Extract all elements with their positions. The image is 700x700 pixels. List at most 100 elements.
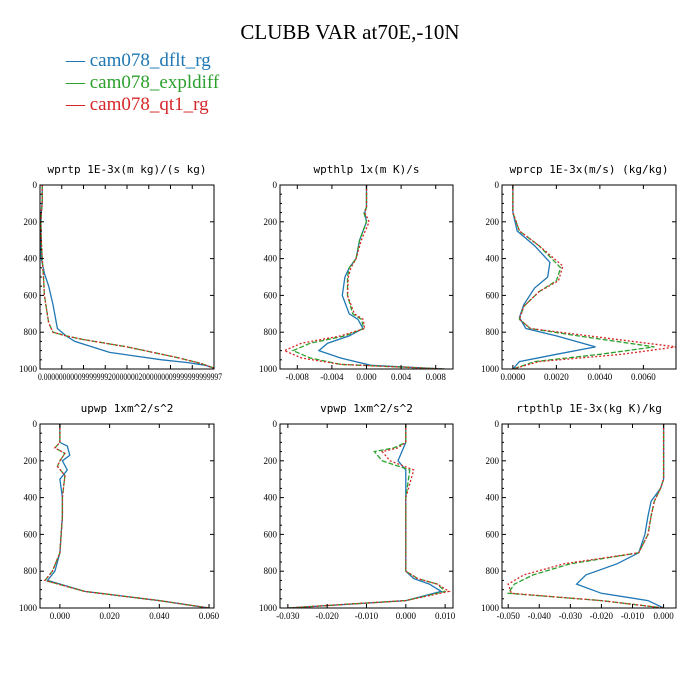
y-tick-label: 200 xyxy=(264,456,278,466)
plot-frame xyxy=(501,423,677,609)
x-tick-label: 0.040 xyxy=(149,611,170,621)
x-tick-label: -0.030 xyxy=(559,611,583,621)
y-tick-label: 400 xyxy=(264,254,278,264)
y-tick-label: 800 xyxy=(486,327,500,337)
page-title: CLUBB VAR at70E,-10N xyxy=(240,20,460,44)
y-tick-label: 400 xyxy=(264,493,278,503)
series-line-cam078_qt1_rg xyxy=(512,185,676,369)
y-tick-label: 800 xyxy=(264,566,278,576)
y-tick-label: 200 xyxy=(24,456,38,466)
legend-label-qt1: cam078_qt1_rg xyxy=(89,94,209,115)
chart-panel-5: rtpthlp 1E-3x(kg K)/kg02004006008001000-… xyxy=(481,402,677,621)
y-tick-label: 400 xyxy=(486,254,500,264)
x-tick-label: -0.020 xyxy=(590,611,614,621)
chart-title: wpthlp 1x(m K)/s xyxy=(314,163,420,176)
x-tick-label: 0.0020 xyxy=(544,372,569,382)
y-tick-label: 600 xyxy=(486,529,500,539)
y-tick-label: 200 xyxy=(264,217,278,227)
series-line-cam078_dflt_rg xyxy=(512,185,596,369)
x-tick-label: 0.0000 xyxy=(501,372,526,382)
series-line-cam078_dflt_rg xyxy=(46,424,210,608)
y-tick-label: 0 xyxy=(33,180,38,190)
y-tick-label: 0 xyxy=(273,180,278,190)
series-line-cam078_dflt_rg xyxy=(317,185,445,369)
y-tick-label: 600 xyxy=(264,290,278,300)
x-tick-label: 0.020 xyxy=(99,611,120,621)
x-tick-label: 0.010 xyxy=(435,611,456,621)
y-tick-label: 200 xyxy=(486,217,500,227)
y-tick-label: 600 xyxy=(24,290,38,300)
y-tick-label: 600 xyxy=(486,290,500,300)
chart-title: rtpthlp 1E-3x(kg K)/kg xyxy=(516,402,662,415)
x-tick-label: 0.0040 xyxy=(588,372,613,382)
y-tick-label: 1000 xyxy=(481,364,500,374)
y-tick-label: 800 xyxy=(24,327,38,337)
x-tick-label: 0.00000000009999999200000002000000009999… xyxy=(38,372,222,382)
series-line-cam078_dflt_rg xyxy=(40,185,214,369)
y-tick-label: 1000 xyxy=(259,364,278,374)
x-tick-label: 0.060 xyxy=(199,611,220,621)
series-line-cam078_expldiff xyxy=(40,185,214,369)
x-tick-label: 0.000 xyxy=(653,611,674,621)
legend-item-qt1: — cam078_qt1_rg xyxy=(66,94,209,116)
x-tick-label: -0.008 xyxy=(286,372,310,382)
series-line-cam078_qt1_rg xyxy=(287,424,451,608)
x-tick-label: -0.010 xyxy=(621,611,645,621)
x-tick-label: 0.000 xyxy=(50,611,71,621)
y-tick-label: 800 xyxy=(264,327,278,337)
series-line-cam078_qt1_rg xyxy=(43,424,210,608)
series-line-cam078_expldiff xyxy=(287,424,447,608)
series-group xyxy=(287,424,451,608)
chart-panel-4: vpwp 1xm^2/s^2 0 200 400 600 800 1000-0.030 -0.… xyxy=(259,402,456,621)
y-tick-label: 800 xyxy=(486,566,500,576)
y-tick-label: 200 xyxy=(486,456,500,466)
plot-frame xyxy=(39,423,215,609)
y-tick-label: 600 xyxy=(264,529,278,539)
x-tick-label: 0.004 xyxy=(391,372,412,382)
series-group xyxy=(40,185,214,369)
x-tick-label: -0.050 xyxy=(497,611,521,621)
x-tick-label: -0.004 xyxy=(320,372,344,382)
legend-label-dflt: cam078_dflt_rg xyxy=(89,50,211,71)
series-line-cam078_dflt_rg xyxy=(287,424,443,608)
series-group xyxy=(282,185,445,369)
y-tick-label: 600 xyxy=(24,529,38,539)
chart-panel-0: wprtp 1E-3x(m kg)/(s kg) 0 200 400 600 800 100… xyxy=(19,163,222,382)
series-line-cam078_expldiff xyxy=(43,424,210,608)
chart-panel-1: wpthlp 1x(m K)/s 0 200 400 600 800 1000 -0.008-… xyxy=(259,163,454,382)
series-group xyxy=(507,424,665,608)
chart-title: wprcp 1E-3x(m/s) (kg/kg) xyxy=(510,163,669,176)
plot-frame xyxy=(39,184,215,370)
series-line-cam078_qt1_rg xyxy=(507,424,665,608)
x-tick-label: -0.030 xyxy=(276,611,300,621)
chart-panel-3: upwp 1xm^2/s^2 0 200 400 600 800 1000 0.000 0.02… xyxy=(19,402,220,621)
legend-line-qt1: — xyxy=(66,94,85,115)
legend-item-dflt: — cam078_dflt_rg xyxy=(66,50,211,72)
chart-title: upwp 1xm^2/s^2 xyxy=(81,402,174,415)
plot-frame xyxy=(279,184,454,370)
y-tick-label: 0 xyxy=(495,419,500,429)
series-line-cam078_qt1_rg xyxy=(282,185,445,369)
y-tick-label: 800 xyxy=(24,566,38,576)
y-tick-label: 0 xyxy=(33,419,38,429)
series-group xyxy=(43,424,210,608)
y-tick-label: 1000 xyxy=(19,603,38,613)
y-tick-label: 200 xyxy=(24,217,38,227)
series-group xyxy=(512,185,676,369)
legend-line-expldiff: — xyxy=(66,72,85,93)
x-tick-label: -0.020 xyxy=(316,611,340,621)
y-tick-label: 1000 xyxy=(259,603,278,613)
y-tick-label: 1000 xyxy=(481,603,500,613)
x-tick-label: 0.008 xyxy=(426,372,447,382)
x-tick-label: 0.000 xyxy=(396,611,417,621)
legend-item-expldiff: — cam078_expldiff xyxy=(66,72,219,94)
y-tick-label: 400 xyxy=(24,254,38,264)
series-line-cam078_expldiff xyxy=(291,185,445,369)
legend-line-dflt: — xyxy=(66,50,85,71)
x-tick-label: 0.000 xyxy=(356,372,377,382)
plot-frame xyxy=(501,184,677,370)
x-tick-label: -0.040 xyxy=(528,611,552,621)
y-tick-label: 0 xyxy=(273,419,278,429)
y-tick-label: 400 xyxy=(24,493,38,503)
